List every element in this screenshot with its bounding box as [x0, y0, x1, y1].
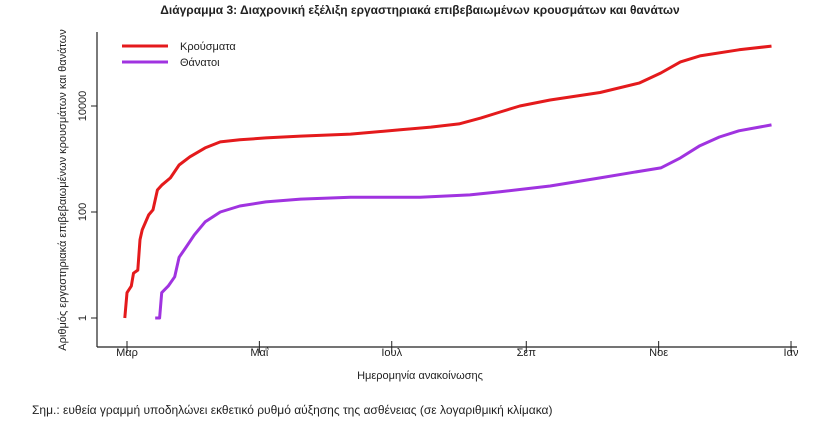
series-line-0 [123, 44, 772, 319]
x-tick-label: Σεπ [517, 347, 537, 359]
legend-label: Θάνατοι [180, 57, 220, 69]
x-axis-label: Ημερομηνία ανακοίνωσης [357, 370, 483, 382]
series-lines [123, 44, 772, 320]
x-tick-label: Ιαν [784, 347, 799, 359]
x-tick-label: Ιουλ [381, 347, 402, 359]
x-ticks: Μαρ Μαΐ Ιουλ Σεπ Νοε Ιαν [116, 341, 799, 359]
y-tick-label: 100 [77, 203, 89, 221]
y-axis-label: Αριθμός εργαστηριακά επιβεβαιωμένων κρου… [57, 29, 69, 351]
chart-note: Σημ.: ευθεία γραμμή υποδηλώνει εκθετικό … [32, 403, 552, 417]
x-tick-label: Νοε [649, 347, 668, 359]
x-tick-label: Μαρ [116, 347, 138, 359]
y-tick-label: 10000 [77, 91, 89, 122]
x-tick-label: Μαΐ [250, 347, 269, 359]
legend: Κρούσματα Θάνατοι [122, 41, 236, 69]
y-tick-label: 1 [77, 315, 89, 321]
chart-title: Διάγραμμα 3: Διαχρονική εξέλιξη εργαστηρ… [160, 3, 680, 17]
series-line-1 [155, 123, 772, 320]
legend-label: Κρούσματα [180, 41, 236, 53]
y-ticks: 1 100 10000 [77, 91, 97, 321]
